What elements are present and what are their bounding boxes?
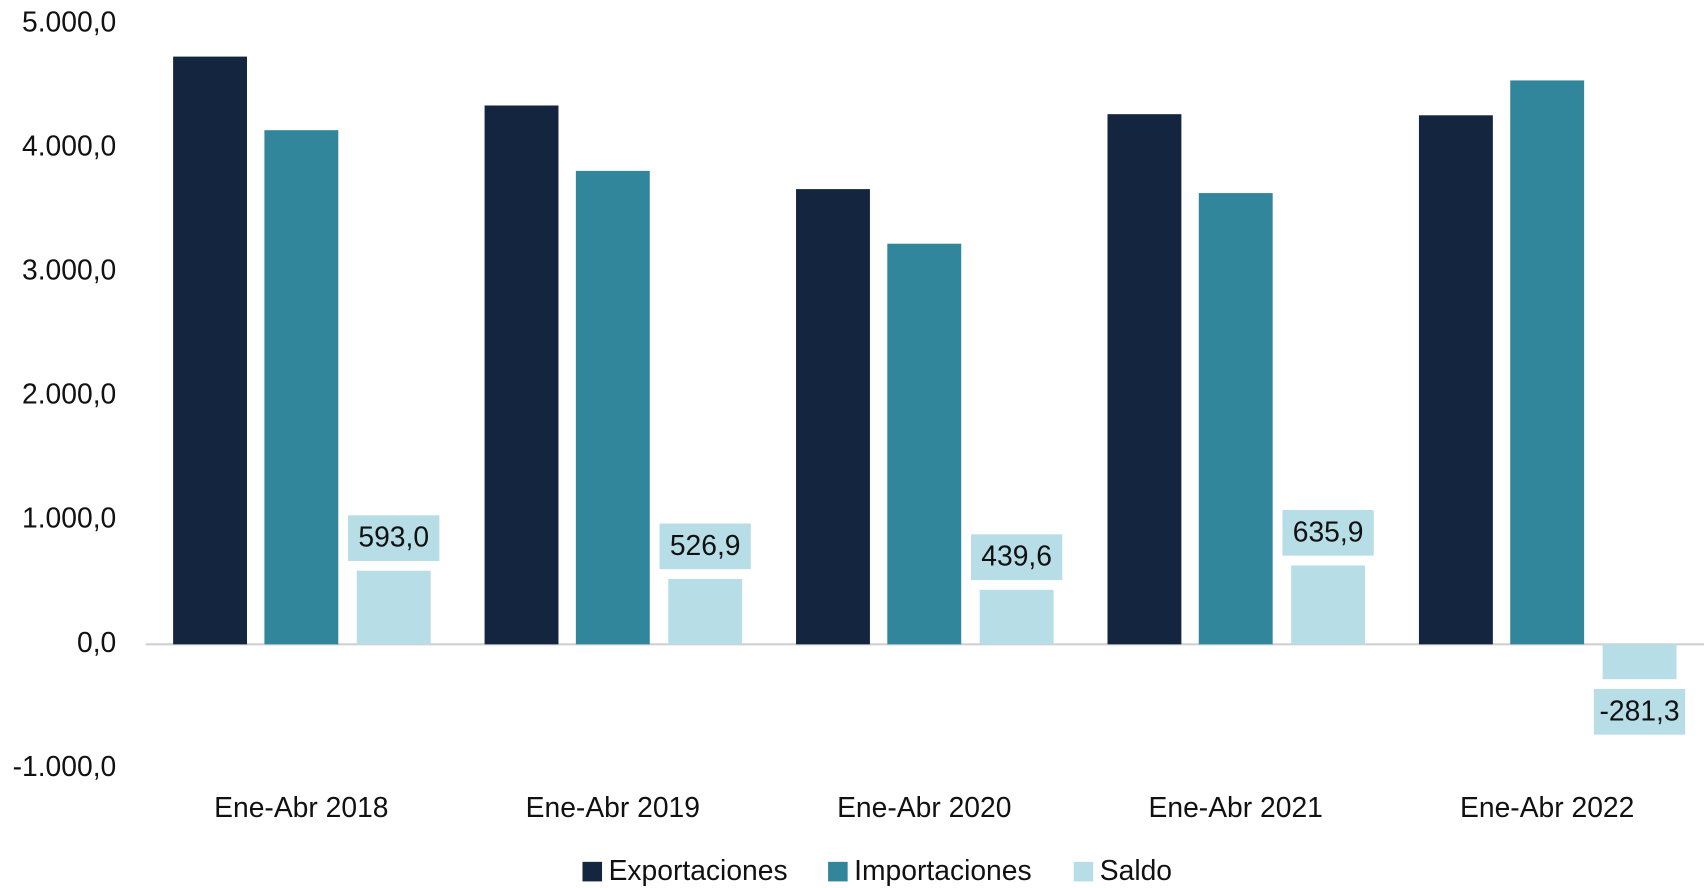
y-tick-label: 3.000,0 — [22, 254, 116, 286]
bar — [1107, 114, 1182, 645]
bar — [796, 189, 870, 645]
x-tick-label: Ene-Abr 2021 — [1149, 791, 1323, 823]
bar — [1291, 565, 1366, 645]
x-tick-label: Ene-Abr 2018 — [214, 791, 388, 823]
y-tick-label: 0,0 — [77, 626, 116, 658]
bar — [575, 170, 650, 645]
y-tick-label: 4.000,0 — [22, 130, 116, 162]
bar — [264, 130, 339, 645]
data-label: 526,9 — [670, 529, 741, 561]
data-label-bg — [1593, 689, 1686, 735]
bar — [1602, 644, 1677, 680]
bar — [1510, 80, 1585, 645]
bar — [1198, 193, 1273, 645]
legend-label: Saldo — [1100, 854, 1172, 886]
bar — [1418, 115, 1493, 645]
y-tick-label: 2.000,0 — [22, 378, 116, 410]
x-tick-label: Ene-Abr 2020 — [837, 791, 1011, 823]
legend-swatch — [582, 861, 603, 882]
bar — [173, 56, 248, 645]
data-label-bg — [970, 534, 1063, 581]
legend-label: Exportaciones — [609, 854, 788, 886]
data-label: 593,0 — [358, 521, 429, 553]
legend-label: Importaciones — [854, 854, 1031, 886]
y-tick-label: 1.000,0 — [22, 502, 116, 534]
data-label: 439,6 — [981, 540, 1052, 572]
x-tick-label: Ene-Abr 2019 — [526, 791, 700, 823]
y-tick-label: -1.000,0 — [13, 750, 117, 782]
bar — [979, 589, 1054, 645]
bar — [887, 243, 962, 645]
y-tick-label: 5.000,0 — [22, 5, 116, 37]
data-label: -281,3 — [1600, 694, 1680, 726]
data-label-bg — [659, 523, 751, 570]
data-label: 635,9 — [1293, 515, 1364, 547]
bar — [356, 570, 431, 645]
data-label-bg — [1282, 510, 1374, 556]
bar — [484, 105, 559, 645]
data-label-bg — [348, 515, 440, 561]
legend-swatch — [828, 861, 848, 882]
bar — [668, 578, 743, 645]
legend-swatch — [1073, 861, 1094, 882]
x-tick-label: Ene-Abr 2022 — [1460, 791, 1634, 823]
